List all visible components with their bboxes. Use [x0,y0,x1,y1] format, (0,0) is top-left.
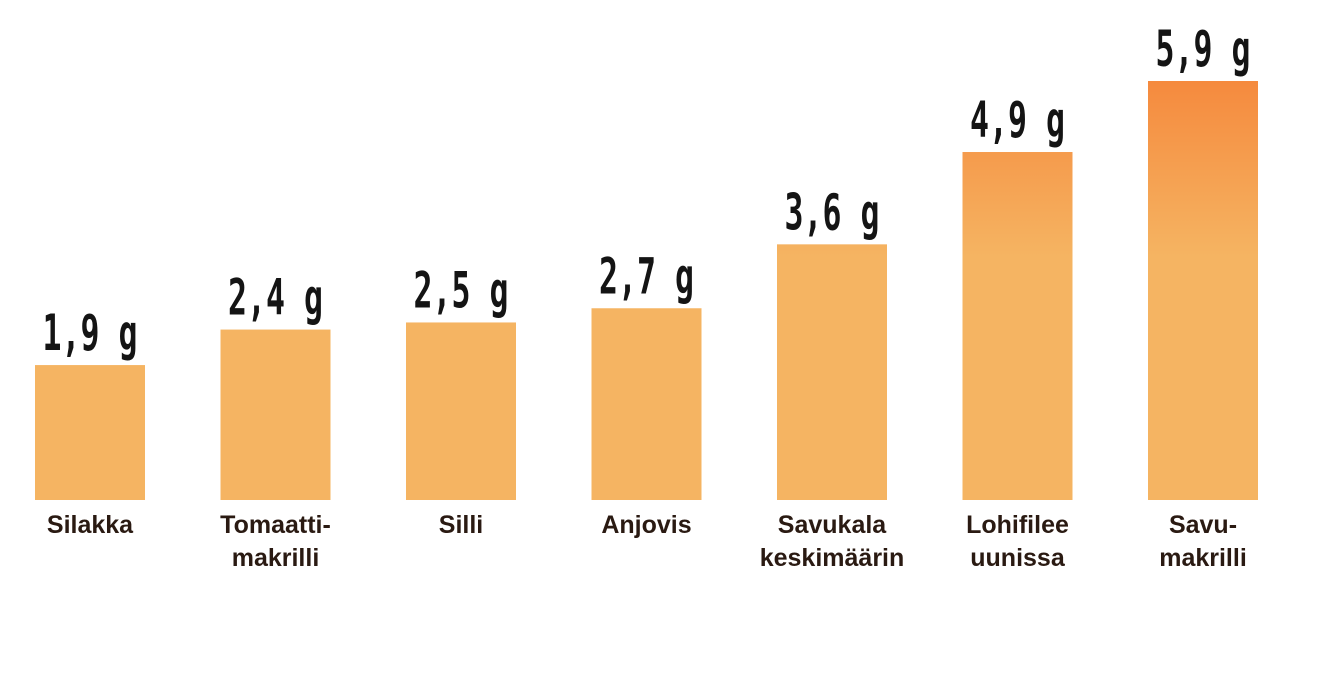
category-label-3: Silli [439,511,483,539]
value-label-6: 4,9 g [970,91,1065,149]
category-label-line: Silakka [47,511,134,539]
category-label-7: Savu-makrilli [1159,511,1247,572]
category-label-line: Savukala [778,511,888,539]
category-label-2: Tomaatti-makrilli [220,511,331,572]
value-labels-group: 1,9 g 2,4 g 2,5 g 2,7 g 3,6 g 4,9 g 5,9 g [43,20,1251,362]
category-label-6: Lohifilee uunissa [966,511,1069,572]
category-label-line: uunissa [970,544,1066,572]
value-label-5: 3,6 g [785,183,880,241]
category-label-line: Silli [439,511,483,539]
category-label-line: Lohifilee [966,511,1069,539]
bar-5 [777,244,887,500]
category-label-line: Savu- [1169,511,1237,539]
value-label-2: 2,4 g [228,269,323,327]
category-label-1: Silakka [47,511,134,539]
value-label-1: 1,9 g [43,304,138,362]
category-label-line: makrilli [232,544,320,572]
value-label-4: 2,7 g [599,247,694,305]
category-label-line: makrilli [1159,544,1247,572]
bars-group [35,81,1258,500]
category-labels-group: Silakka Tomaatti-makrilli Silli Anjovis Savu… [47,511,1247,572]
category-label-5: Savukala keskimäärin [760,511,905,572]
bar-1 [35,365,145,500]
bar-4 [591,308,702,500]
category-label-line: keskimäärin [760,544,905,572]
bar-6 [962,152,1073,500]
bar-2 [220,329,331,500]
category-label-4: Anjovis [601,511,691,539]
value-label-3: 2,5 g [414,261,509,319]
category-label-line: Tomaatti- [220,511,331,539]
value-label-7: 5,9 g [1156,20,1251,78]
bar-3 [406,322,516,500]
category-label-line: Anjovis [601,511,691,539]
bar-7 [1148,81,1258,500]
